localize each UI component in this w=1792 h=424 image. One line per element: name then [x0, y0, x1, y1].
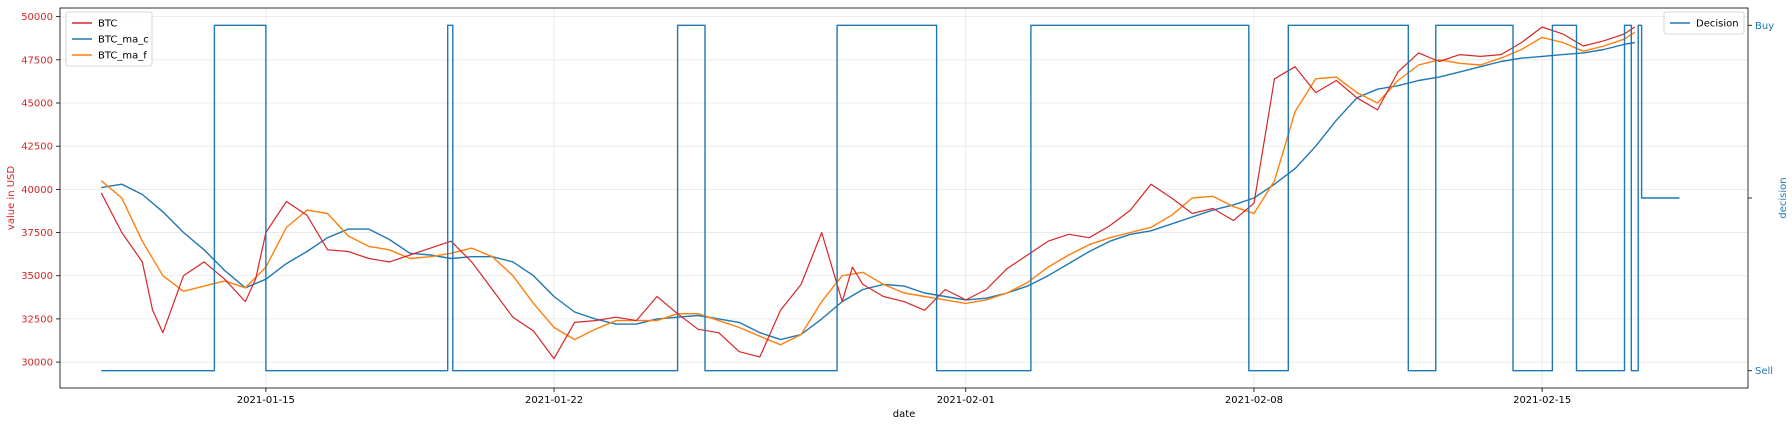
x-tick-label: 2021-01-22 — [525, 395, 583, 406]
y-right-tick-label: Buy — [1755, 21, 1774, 32]
y-left-tick-label: 35000 — [21, 271, 53, 282]
y-left-tick-label: 37500 — [21, 228, 53, 239]
x-tick-label: 2021-02-01 — [937, 395, 995, 406]
legend-label: BTC_ma_c — [98, 35, 149, 46]
legend-label: BTC — [98, 19, 117, 30]
y-right-tick-label: Sell — [1755, 366, 1773, 377]
y-left-tick-label: 45000 — [21, 99, 53, 110]
legend-label: Decision — [1696, 19, 1739, 30]
legend-box — [1663, 11, 1745, 35]
series-line-btc-ma-f — [100, 31, 1636, 346]
series-layer — [100, 24, 1680, 372]
y-left-tick-label: 40000 — [21, 185, 53, 196]
plot-frame — [59, 7, 1749, 389]
y-left-tick-label: 30000 — [21, 358, 53, 369]
y-left-tick-label: 32500 — [21, 314, 53, 325]
y-axis-left-label: value in USD — [6, 166, 17, 230]
x-tick-label: 2021-01-15 — [237, 395, 295, 406]
legend-box — [65, 11, 153, 67]
legend-label: BTC_ma_f — [98, 51, 147, 62]
y-left-tick-label: 42500 — [21, 142, 53, 153]
axes-layer: 2021-01-15 2021-01-22 2021-02-01 2021-02-08… — [21, 12, 1774, 406]
legend-right: Decision — [1663, 11, 1745, 35]
y-left-tick-label: 50000 — [21, 12, 53, 23]
x-axis-label: date — [893, 409, 916, 420]
x-tick-label: 2021-02-08 — [1225, 395, 1283, 406]
grid-layer — [60, 8, 1748, 388]
series-line-btc — [100, 26, 1636, 360]
x-tick-label: 2021-02-15 — [1513, 395, 1571, 406]
y-left-tick-label: 47500 — [21, 55, 53, 66]
y-axis-right-label: decision — [1778, 177, 1789, 218]
legend-left: BTC BTC_ma_c BTC_ma_f — [65, 11, 153, 67]
series-line-btc-ma-c — [101, 41, 1635, 341]
series-line-decision — [101, 24, 1680, 372]
